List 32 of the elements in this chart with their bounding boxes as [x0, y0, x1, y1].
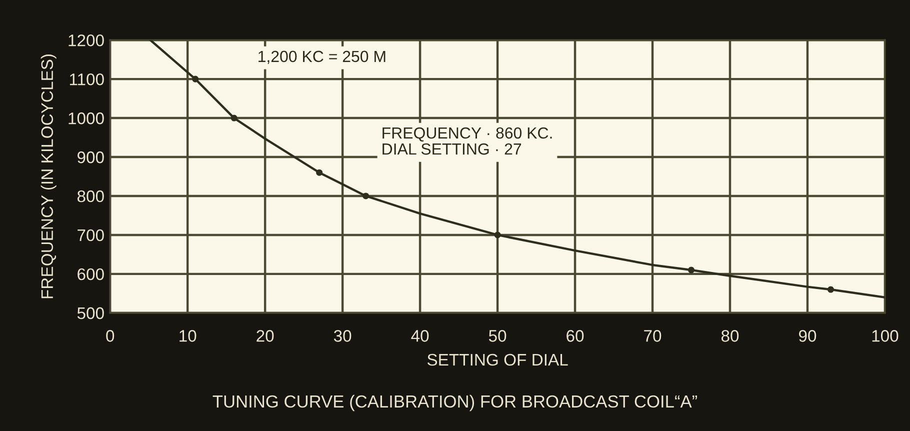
y-tick-label: 900 [78, 151, 104, 164]
y-tick-label: 1100 [70, 73, 104, 86]
x-tick-label: 100 [872, 330, 898, 342]
x-tick-label: 90 [799, 330, 816, 342]
point [192, 76, 199, 82]
point [688, 266, 695, 274]
x-tick-label: 40 [411, 330, 429, 342]
y-tick-label: 1200 [68, 34, 104, 46]
point [827, 286, 834, 293]
text: TUNING CURVE (CALIBRATION) FOR BROADCAST COIL“A” [212, 394, 697, 412]
x-tick-label: 10 [180, 330, 196, 342]
y-tick-label: 1000 [68, 112, 104, 124]
x-tick-label: 70 [644, 330, 662, 342]
point [494, 232, 501, 238]
annotation: 1,200 KC = 250 M [258, 50, 386, 64]
line-series [149, 40, 885, 298]
x-tick-label: 60 [566, 330, 584, 342]
x-tick-label: 80 [721, 330, 739, 342]
x-tick-label: 0 [106, 330, 114, 342]
y-axis-title: FREQUENCY (IN KILOCYCLES) [40, 54, 56, 298]
y-tick-label: 700 [78, 229, 104, 242]
point [362, 192, 370, 200]
y-tick-label: 800 [77, 190, 104, 202]
point [230, 114, 238, 122]
y-tick-label: 500 [77, 307, 104, 320]
y-tick-label: 600 [78, 268, 104, 280]
x-tick-label: 20 [256, 330, 274, 342]
x-tick-label: 50 [488, 330, 506, 342]
x-axis-title: SETTING OF DIAL [427, 354, 568, 366]
point [316, 169, 323, 176]
annotation: FREQUENCY · 860 KC. DIAL SETTING · 27 [382, 127, 552, 155]
x-tick-label: 30 [334, 330, 352, 342]
